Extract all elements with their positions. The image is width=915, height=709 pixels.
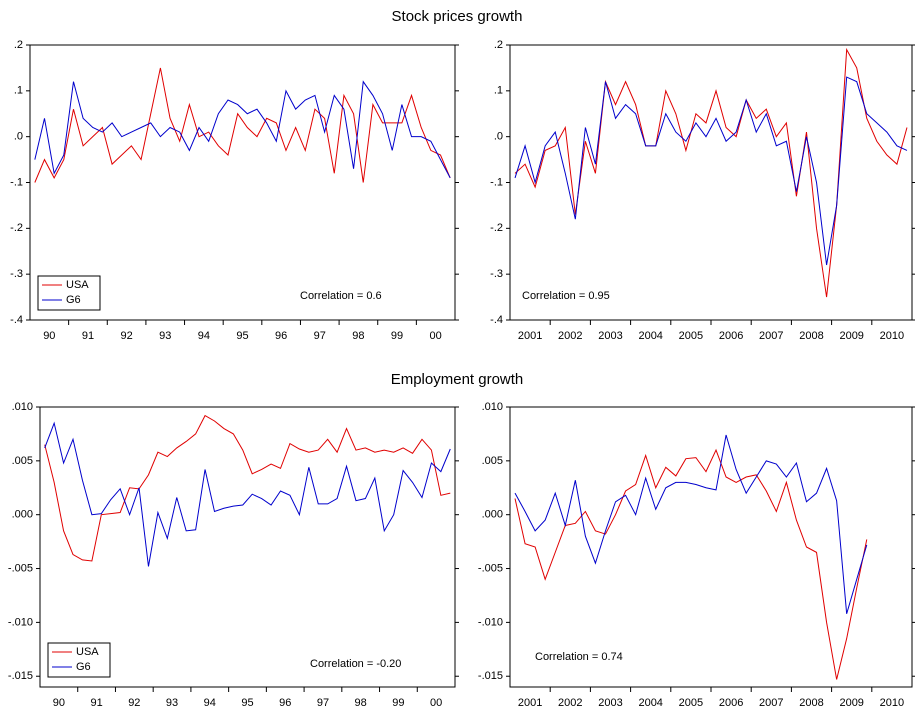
y-tick-label: .000: [482, 509, 503, 521]
y-tick-label: -.005: [8, 562, 33, 574]
y-tick-label: -.015: [8, 670, 33, 682]
y-tick-label: .2: [494, 39, 503, 51]
x-tick-label: 94: [204, 697, 216, 709]
y-tick-label: .010: [482, 401, 503, 413]
legend-label: USA: [66, 279, 89, 291]
plot-frame: [39, 406, 456, 688]
x-tick-label: 91: [90, 697, 102, 709]
y-tick-label: -.010: [478, 616, 503, 628]
series-line: [34, 67, 451, 183]
x-tick-label: 98: [352, 330, 364, 342]
y-tick-label: .010: [12, 401, 33, 413]
x-tick-label: 2009: [839, 697, 863, 709]
annotation: Correlation = -0.20: [310, 658, 401, 670]
series-line: [44, 414, 451, 562]
y-tick-label: -.4: [490, 314, 503, 326]
x-tick-label: 2006: [719, 330, 743, 342]
x-tick-label: 93: [159, 330, 171, 342]
x-tick-label: 2010: [880, 330, 904, 342]
annotation: Correlation = 0.6: [300, 290, 382, 302]
y-tick-label: -.4: [10, 314, 23, 326]
plot-frame: [509, 406, 913, 688]
y-tick-label: -.1: [490, 176, 503, 188]
x-tick-label: 2004: [638, 697, 662, 709]
x-tick-label: 2006: [719, 697, 743, 709]
y-tick-label: .000: [12, 509, 33, 521]
y-tick-label: -.005: [478, 562, 503, 574]
y-tick-label: -.3: [490, 268, 503, 280]
x-tick-label: 2003: [598, 330, 622, 342]
x-tick-label: 2007: [759, 697, 783, 709]
x-tick-label: 99: [391, 330, 403, 342]
x-tick-label: 2004: [638, 330, 662, 342]
y-tick-label: -.1: [10, 176, 23, 188]
series-line: [514, 47, 908, 298]
x-tick-label: 95: [236, 330, 248, 342]
series-line: [44, 421, 451, 567]
y-tick-label: .005: [482, 455, 503, 467]
x-tick-label: 96: [275, 330, 287, 342]
y-tick-label: .2: [14, 39, 23, 51]
y-tick-label: .0: [494, 131, 503, 143]
x-tick-label: 98: [355, 697, 367, 709]
series-line: [514, 76, 908, 266]
y-tick-label: -.2: [490, 222, 503, 234]
y-tick-label: .1: [494, 85, 503, 97]
x-tick-label: 2008: [799, 697, 823, 709]
x-tick-label: 92: [128, 697, 140, 709]
x-tick-label: 2001: [518, 697, 542, 709]
annotation: Correlation = 0.74: [535, 651, 623, 663]
legend-box: [37, 275, 101, 311]
y-tick-label: .005: [12, 455, 33, 467]
legend-label: G6: [76, 661, 91, 673]
x-tick-label: 90: [43, 330, 55, 342]
section-title: Employment growth: [391, 371, 524, 388]
x-tick-label: 94: [198, 330, 210, 342]
x-tick-label: 2009: [839, 330, 863, 342]
section-title: Stock prices growth: [392, 8, 523, 25]
annotation: Correlation = 0.95: [522, 290, 610, 302]
x-tick-label: 2005: [679, 697, 703, 709]
series-line: [514, 448, 868, 680]
y-tick-label: .1: [14, 85, 23, 97]
x-tick-label: 97: [314, 330, 326, 342]
x-tick-label: 92: [120, 330, 132, 342]
x-tick-label: 2003: [598, 697, 622, 709]
x-tick-label: 95: [241, 697, 253, 709]
x-tick-label: 96: [279, 697, 291, 709]
y-tick-label: .0: [14, 131, 23, 143]
x-tick-label: 2001: [518, 330, 542, 342]
legend-label: USA: [76, 646, 99, 658]
legend-label: G6: [66, 294, 81, 306]
x-tick-label: 00: [430, 697, 442, 709]
plot-frame: [509, 44, 913, 321]
y-tick-label: -.2: [10, 222, 23, 234]
x-tick-label: 2010: [880, 697, 904, 709]
x-tick-label: 93: [166, 697, 178, 709]
legend-box: [47, 642, 111, 678]
x-tick-label: 99: [392, 697, 404, 709]
x-tick-label: 00: [430, 330, 442, 342]
x-tick-label: 97: [317, 697, 329, 709]
x-tick-label: 2007: [759, 330, 783, 342]
y-tick-label: -.010: [8, 616, 33, 628]
x-tick-label: 91: [82, 330, 94, 342]
series-line: [34, 80, 451, 179]
x-tick-label: 90: [53, 697, 65, 709]
y-tick-label: -.015: [478, 670, 503, 682]
x-tick-label: 2002: [558, 697, 582, 709]
x-tick-label: 2002: [558, 330, 582, 342]
x-tick-label: 2005: [679, 330, 703, 342]
series-line: [514, 434, 868, 614]
x-tick-label: 2008: [799, 330, 823, 342]
y-tick-label: -.3: [10, 268, 23, 280]
